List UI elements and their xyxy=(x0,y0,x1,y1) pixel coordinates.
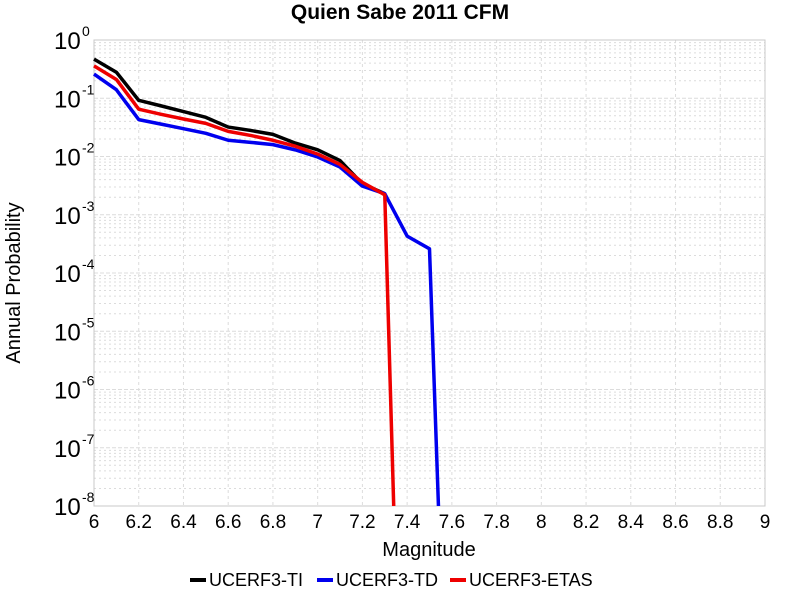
legend-item-ucerf3-etas: UCERF3-ETAS xyxy=(450,570,593,590)
x-tick-label: 7.6 xyxy=(439,512,465,533)
legend-label: UCERF3-TI xyxy=(209,570,303,590)
y-tick-base: 10 xyxy=(54,494,81,521)
y-tick-exponent: -2 xyxy=(82,140,95,156)
y-tick-base: 10 xyxy=(54,261,81,288)
x-tick-label: 7.8 xyxy=(483,512,509,533)
y-tick-base: 10 xyxy=(54,145,81,172)
legend: UCERF3-TI UCERF3-TD UCERF3-ETAS xyxy=(190,570,593,590)
y-tick-exponent: -3 xyxy=(82,198,95,214)
y-tick-label: 10 -4 xyxy=(54,256,95,288)
y-tick-label: 10 -8 xyxy=(54,489,95,521)
x-tick-label: 7.2 xyxy=(349,512,375,533)
x-axis-label: Magnitude xyxy=(382,539,475,561)
y-tick-label: 10 -6 xyxy=(54,373,95,405)
legend-item-ucerf3-td: UCERF3-TD xyxy=(317,570,438,590)
x-tick-label: 7.4 xyxy=(394,512,421,533)
x-tick-label: 7 xyxy=(312,512,323,533)
x-tick-label: 8.4 xyxy=(618,512,645,533)
x-tick-label: 8.8 xyxy=(707,512,733,533)
series-line-ucerf3-etas xyxy=(93,64,396,507)
x-tick-label: 8.6 xyxy=(662,512,688,533)
series-line-ucerf3-ti xyxy=(93,57,386,196)
y-tick-base: 10 xyxy=(54,86,81,113)
y-tick-exponent: -5 xyxy=(82,314,95,330)
y-tick-base: 10 xyxy=(54,319,81,346)
plot-area-border xyxy=(93,39,766,507)
y-tick-label: 10 -7 xyxy=(54,431,95,463)
x-tick-label: 6.2 xyxy=(126,512,152,533)
series-layer xyxy=(92,57,441,507)
y-tick-exponent: -7 xyxy=(82,431,95,447)
y-tick-exponent: -1 xyxy=(82,81,95,97)
legend-label: UCERF3-ETAS xyxy=(469,570,593,590)
x-tick-label: 6.4 xyxy=(170,512,197,533)
y-tick-base: 10 xyxy=(54,378,81,405)
y-tick-exponent: -6 xyxy=(82,373,95,389)
chart-title: Quien Sabe 2011 CFM xyxy=(291,1,509,24)
y-tick-label: 10 -2 xyxy=(54,140,95,172)
x-tick-label: 6.6 xyxy=(215,512,241,533)
x-tick-label: 6.8 xyxy=(260,512,286,533)
y-tick-label: 10 -3 xyxy=(54,198,95,230)
x-tick-label: 8.2 xyxy=(573,512,599,533)
x-tick-label: 8 xyxy=(536,512,547,533)
y-tick-base: 10 xyxy=(54,28,81,55)
series-line-ucerf3-td xyxy=(92,72,441,507)
x-tick-label: 9 xyxy=(760,512,771,533)
y-tick-label: 10 -5 xyxy=(54,314,95,346)
legend-item-ucerf3-ti: UCERF3-TI xyxy=(190,570,303,590)
y-tick-exponent: -4 xyxy=(82,256,95,272)
legend-label: UCERF3-TD xyxy=(336,570,438,590)
y-tick-label: 10 -1 xyxy=(54,81,95,113)
y-axis-label: Annual Probability xyxy=(3,202,25,363)
x-tick-labels: 6 6.2 6.4 6.6 6.8 7 7.2 7.4 7.6 7.8 8 8.2 8.4 8.6 8.8 9 xyxy=(89,512,771,533)
x-tick-label: 6 xyxy=(89,512,100,533)
y-tick-base: 10 xyxy=(54,203,81,230)
y-tick-label: 10 0 xyxy=(54,23,90,55)
y-tick-exponent: 0 xyxy=(82,23,90,39)
y-tick-base: 10 xyxy=(54,436,81,463)
y-tick-exponent: -8 xyxy=(82,489,95,505)
